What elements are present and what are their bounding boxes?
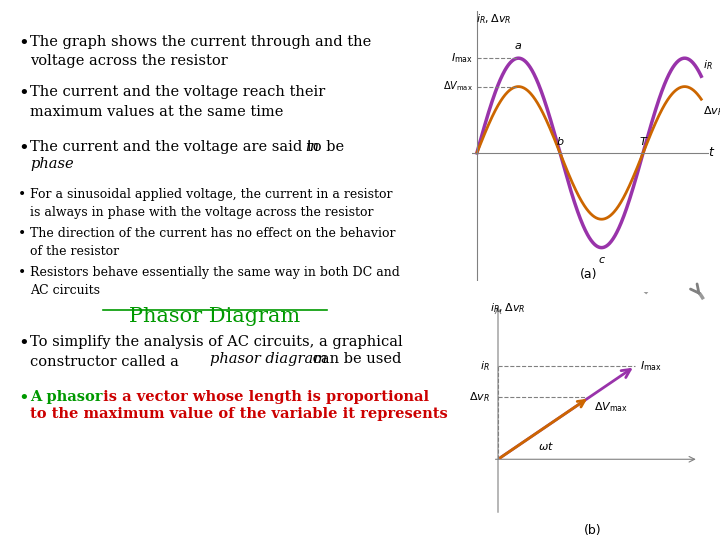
Text: $\Delta v_R$: $\Delta v_R$ <box>703 104 720 118</box>
Text: To simplify the analysis of AC circuits, a graphical
constructor called a: To simplify the analysis of AC circuits,… <box>30 335 402 368</box>
Text: a: a <box>515 40 522 51</box>
Text: T: T <box>639 137 647 147</box>
Text: t: t <box>708 146 713 159</box>
Text: c: c <box>598 255 605 265</box>
Text: $\Delta V_{\rm max}$: $\Delta V_{\rm max}$ <box>594 400 628 414</box>
Text: The current and the voltage are said to be: The current and the voltage are said to … <box>30 140 348 154</box>
Text: $I_{\rm max}$: $I_{\rm max}$ <box>641 359 662 373</box>
Text: can be used: can be used <box>308 352 401 366</box>
Text: $I_{\rm max}$: $I_{\rm max}$ <box>451 51 473 65</box>
Text: The current and the voltage reach their
maximum values at the same time: The current and the voltage reach their … <box>30 85 325 118</box>
Text: $i_R$: $i_R$ <box>480 359 490 373</box>
Text: •: • <box>18 227 26 241</box>
Text: phase: phase <box>30 157 73 171</box>
Text: b: b <box>557 137 564 147</box>
Text: •: • <box>18 85 29 103</box>
Text: $i_R, \Delta v_R$: $i_R, \Delta v_R$ <box>476 13 511 26</box>
Text: $\Delta v_R$: $\Delta v_R$ <box>469 390 490 404</box>
Text: is a vector whose length is proportional: is a vector whose length is proportional <box>98 390 429 404</box>
Text: The graph shows the current through and the
voltage across the resistor: The graph shows the current through and … <box>30 35 372 69</box>
Text: •: • <box>18 140 29 158</box>
Text: The direction of the current has no effect on the behavior
of the resistor: The direction of the current has no effe… <box>30 227 395 258</box>
Text: (a): (a) <box>580 268 598 281</box>
Text: $i_R, \Delta v_R$: $i_R, \Delta v_R$ <box>490 301 526 315</box>
Text: For a sinusoidal applied voltage, the current in a resistor
is always in phase w: For a sinusoidal applied voltage, the cu… <box>30 188 392 219</box>
Text: $i_R$: $i_R$ <box>703 58 712 71</box>
Text: Resistors behave essentially the same way in both DC and
AC circuits: Resistors behave essentially the same wa… <box>30 266 400 297</box>
Text: $\Delta V_{\rm max}$: $\Delta V_{\rm max}$ <box>443 80 473 93</box>
Text: •: • <box>18 390 29 408</box>
Text: (b): (b) <box>584 524 602 537</box>
Text: A phasor: A phasor <box>30 390 102 404</box>
Text: •: • <box>18 35 29 53</box>
Text: to the maximum value of the variable it represents: to the maximum value of the variable it … <box>30 407 448 421</box>
Text: •: • <box>18 188 26 202</box>
Text: Phasor Diagram: Phasor Diagram <box>130 307 301 326</box>
Text: $\omega t$: $\omega t$ <box>538 440 554 451</box>
Text: phasor diagram: phasor diagram <box>210 352 327 366</box>
Text: in: in <box>305 140 319 154</box>
Text: •: • <box>18 335 29 353</box>
Text: •: • <box>18 266 26 280</box>
